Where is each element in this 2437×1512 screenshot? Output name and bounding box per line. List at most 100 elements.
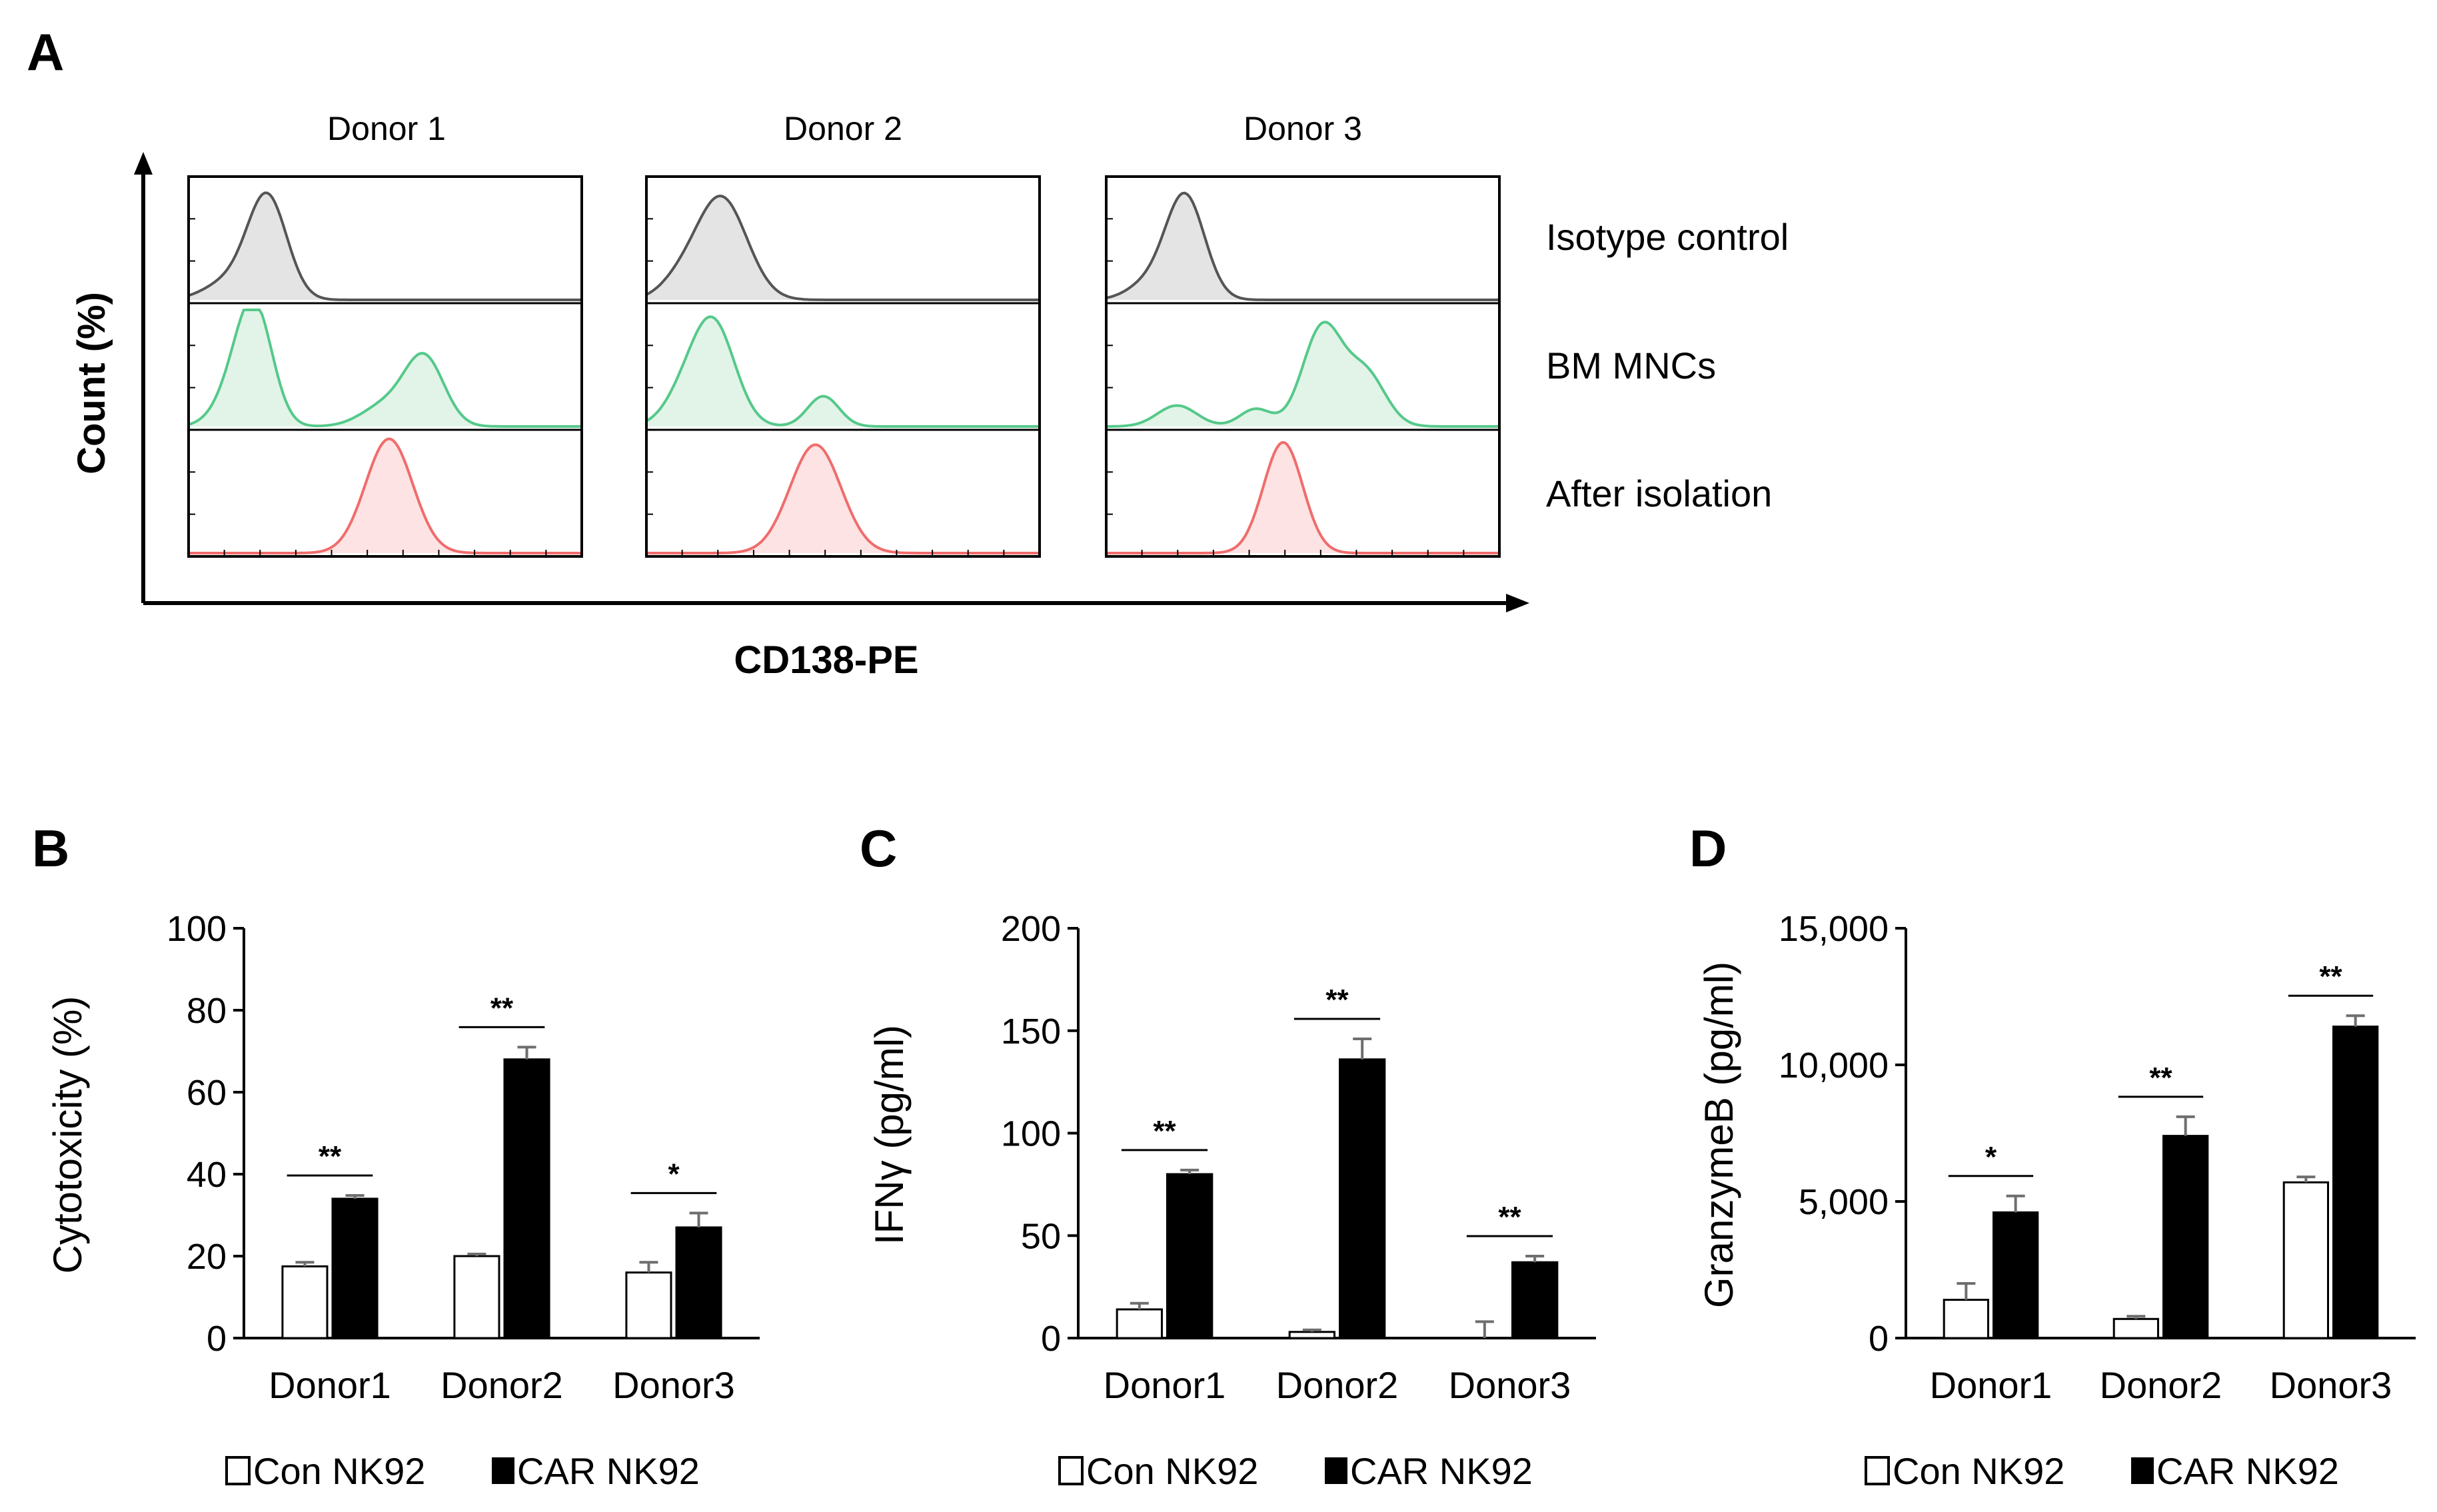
- histogram-fill: [646, 444, 1040, 553]
- panel-a: A Donor 1 Donor 2 Donor 3 Count (%) CD13…: [27, 23, 1789, 682]
- y-tick-label: 5,000: [1799, 1182, 1889, 1222]
- significance-label: *: [668, 1157, 680, 1190]
- y-tick-label: 150: [1001, 1012, 1061, 1052]
- cd138-axis-title: CD138-PE: [734, 638, 918, 682]
- y-tick-label: 100: [1001, 1114, 1061, 1154]
- significance-label: **: [1325, 984, 1349, 1016]
- y-tick-label: 80: [187, 991, 227, 1031]
- panel-c-letter: C: [860, 819, 897, 878]
- histogram-fill: [646, 196, 1040, 300]
- histogram-fill: [646, 317, 1040, 426]
- bar-car: [331, 1197, 379, 1339]
- y-tick-label: 15,000: [1779, 909, 1889, 949]
- histogram-curve: [1106, 441, 1499, 554]
- sample-label-isotype: Isotype control: [1546, 216, 1789, 258]
- bar-con: [1943, 1299, 1989, 1339]
- x-tick-label: Donor2: [2100, 1364, 2222, 1406]
- legend-car-swatch: [1325, 1457, 1347, 1484]
- x-tick-label: Donor1: [1930, 1364, 2052, 1406]
- histogram-curve: [646, 194, 1040, 301]
- y-tick-label: 50: [1021, 1216, 1061, 1256]
- bar-con: [453, 1255, 500, 1339]
- legend-con-swatch: [1058, 1456, 1084, 1485]
- donor-3-title: Donor 3: [1243, 110, 1362, 147]
- bar-con: [2282, 1181, 2329, 1339]
- bar-con: [2112, 1317, 2159, 1339]
- histogram-donor-2: [645, 175, 1041, 558]
- significance-label: *: [1985, 1141, 1997, 1173]
- y-tick-label: 0: [207, 1319, 227, 1359]
- histogram-curve: [188, 191, 582, 301]
- y-tick-label: 0: [1869, 1319, 1889, 1359]
- legend-d: Con NK92 CAR NK92: [1865, 1450, 2339, 1492]
- histogram-fill: [189, 310, 582, 426]
- bar-con: [1288, 1331, 1336, 1339]
- legend-con-label: Con NK92: [1086, 1450, 1258, 1492]
- legend-car-label: CAR NK92: [517, 1450, 700, 1492]
- legend-car-swatch: [2131, 1457, 2154, 1484]
- histogram-fill: [1106, 193, 1499, 300]
- legend-con-label: Con NK92: [253, 1450, 425, 1492]
- bar-con: [625, 1271, 672, 1339]
- panel-d-y-axis-title: GranzymeB (pg/ml): [1697, 962, 1741, 1308]
- significance-label: **: [1153, 1115, 1176, 1147]
- panel-a-letter: A: [27, 23, 64, 81]
- legend-car-label: CAR NK92: [2156, 1450, 2339, 1492]
- histogram-donor-3: [1105, 175, 1501, 558]
- histogram-fill: [1106, 322, 1499, 426]
- panel-b-y-axis-title: Cytotoxicity (%): [45, 996, 90, 1274]
- panel-d-letter: D: [1689, 819, 1727, 878]
- histogram-frame: [1105, 175, 1501, 558]
- histogram-curve: [1106, 321, 1499, 428]
- bar-car: [2162, 1135, 2209, 1339]
- x-tick-label: Donor2: [440, 1364, 563, 1406]
- y-tick-label: 10,000: [1779, 1046, 1889, 1086]
- x-tick-label: Donor1: [1104, 1364, 1226, 1406]
- histogram-fill: [189, 193, 582, 300]
- x-tick-label: Donor2: [1276, 1364, 1399, 1406]
- bar-car: [1511, 1261, 1559, 1339]
- histogram-frame: [187, 175, 583, 558]
- significance-label: **: [319, 1140, 342, 1173]
- significance-label: **: [1498, 1201, 1521, 1233]
- significance-label: **: [2319, 960, 2342, 993]
- y-tick-label: 200: [1001, 909, 1061, 949]
- x-tick-label: Donor3: [612, 1364, 735, 1406]
- histogram-curve: [646, 443, 1040, 554]
- panel-c-y-axis-title: IFNγ (pg/ml): [867, 1025, 912, 1245]
- panel-b-cytotoxicity-chart: B Cytotoxicity (%) 0 20 40 60 80 100 ** Donor1 *…: [32, 819, 760, 1406]
- histogram-donor-1: [187, 175, 583, 558]
- histogram-panels: [187, 175, 1501, 558]
- bar-car: [1339, 1058, 1386, 1339]
- x-tick-label: Donor3: [2270, 1364, 2392, 1406]
- bar-car: [675, 1226, 722, 1339]
- legend-con-label: Con NK92: [1893, 1450, 2064, 1492]
- y-tick-label: 20: [187, 1237, 227, 1277]
- significance-label: **: [2149, 1062, 2172, 1094]
- legend-con-swatch: [1865, 1456, 1890, 1485]
- histogram-curve: [1106, 191, 1499, 301]
- sample-label-bm-mncs: BM MNCs: [1546, 345, 1716, 386]
- y-tick-label: 40: [187, 1155, 227, 1195]
- y-tick-label: 0: [1041, 1319, 1061, 1359]
- bar-car: [1166, 1173, 1214, 1339]
- histogram-fill: [189, 438, 582, 553]
- x-tick-label: Donor3: [1449, 1364, 1571, 1406]
- donor-1-title: Donor 1: [327, 110, 446, 147]
- histogram-fill: [1106, 442, 1499, 553]
- bar-car: [2332, 1026, 2379, 1339]
- panel-d-granzymeb-chart: D GranzymeB (pg/ml) 0 5,000 10,000 15,000 * D…: [1689, 819, 2416, 1406]
- count-axis-arrow-icon: [134, 152, 153, 175]
- histogram-curve: [189, 437, 582, 554]
- legend-car-label: CAR NK92: [1350, 1450, 1533, 1492]
- legend-c: Con NK92 CAR NK92: [1058, 1450, 1533, 1492]
- legend-car-swatch: [492, 1457, 514, 1484]
- cd138-axis-arrow-icon: [1506, 594, 1529, 612]
- sample-label-after-isolation: After isolation: [1546, 472, 1772, 514]
- histogram-curve: [645, 315, 1040, 428]
- bar-con: [281, 1265, 329, 1339]
- bar-con: [1116, 1308, 1164, 1339]
- legend-con-swatch: [225, 1456, 251, 1485]
- histogram-frame: [645, 175, 1041, 558]
